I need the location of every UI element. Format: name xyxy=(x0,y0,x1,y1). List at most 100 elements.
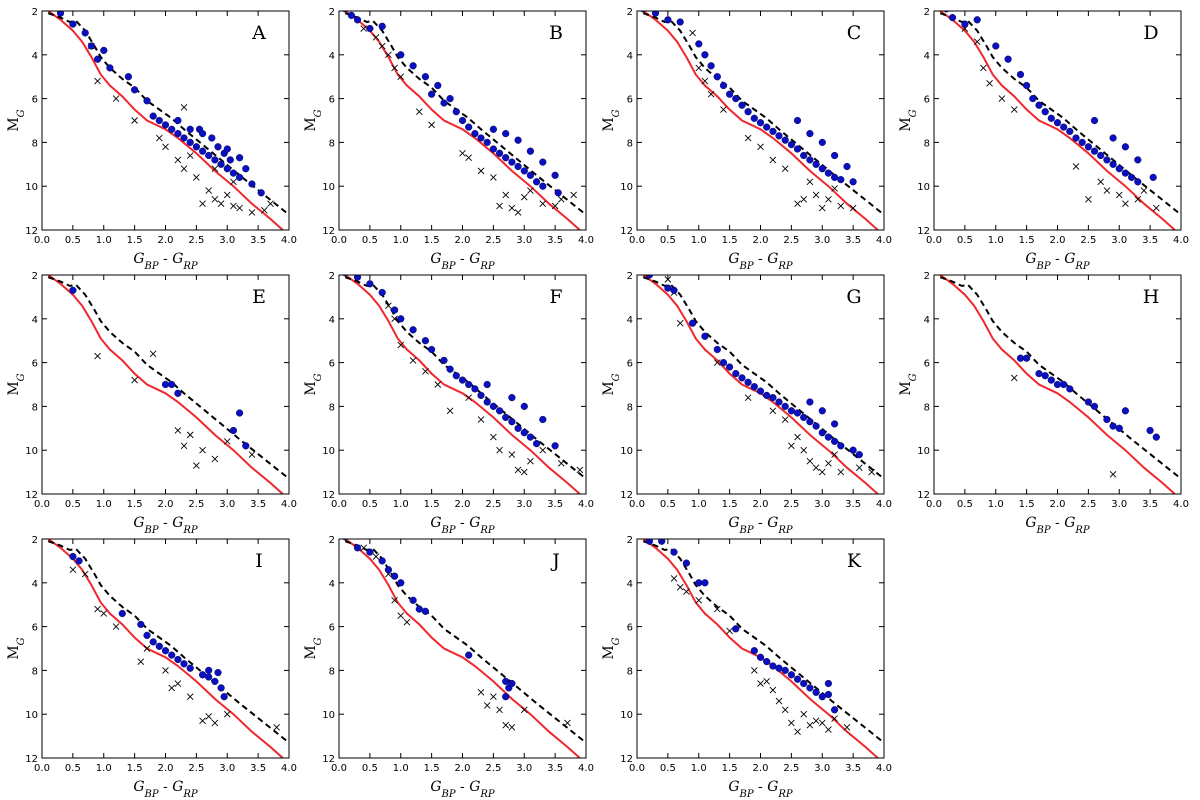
member-point xyxy=(725,363,734,371)
black-dashed-line xyxy=(47,12,289,216)
member-point xyxy=(1084,143,1093,151)
member-point xyxy=(526,171,535,179)
member-point xyxy=(763,123,771,131)
nonmember-cross xyxy=(769,407,777,415)
member-point xyxy=(750,114,758,122)
member-point xyxy=(211,156,219,164)
nonmember-cross xyxy=(557,196,565,203)
y-tick-label: 8 xyxy=(924,402,930,413)
member-point xyxy=(775,664,783,672)
member-point xyxy=(428,90,436,98)
member-point xyxy=(477,134,485,142)
y-axis-label: MG xyxy=(601,373,622,395)
nonmember-cross xyxy=(273,724,280,731)
member-point xyxy=(651,11,660,17)
member-point xyxy=(489,145,498,153)
member-point xyxy=(446,365,454,373)
x-axis-label: GBP - GRP xyxy=(728,779,793,800)
member-point xyxy=(489,125,498,133)
nonmember-cross xyxy=(1010,374,1018,382)
member-point xyxy=(220,693,228,701)
x-tick-label: 2.5 xyxy=(188,235,204,246)
nonmember-cross xyxy=(199,200,206,208)
member-point xyxy=(1072,134,1080,142)
nonmember-cross xyxy=(360,25,368,32)
member-point xyxy=(1121,143,1130,151)
member-point xyxy=(143,631,151,640)
member-point xyxy=(496,149,504,157)
member-point xyxy=(781,666,789,675)
x-tick-label: 3.0 xyxy=(516,499,532,510)
nonmember-cross xyxy=(477,416,485,423)
y-axis-label: MG xyxy=(6,109,27,131)
member-point xyxy=(781,136,789,144)
member-point xyxy=(1041,108,1049,116)
x-tick-label: 2.0 xyxy=(158,763,174,774)
x-tick-label: 3.5 xyxy=(547,235,563,246)
member-point xyxy=(992,42,1000,50)
y-tick-label: 6 xyxy=(32,623,38,634)
x-tick-label: 4.0 xyxy=(578,763,594,774)
x-tick-label: 3.5 xyxy=(845,235,861,246)
y-tick-label: 6 xyxy=(627,95,633,106)
x-tick-label: 3.5 xyxy=(845,763,861,774)
x-tick-label: 3.0 xyxy=(219,499,235,510)
member-point xyxy=(161,121,170,129)
member-point xyxy=(199,671,207,679)
nonmember-cross xyxy=(1115,191,1123,199)
member-point xyxy=(806,156,814,164)
nonmember-cross xyxy=(986,79,993,87)
x-tick-label: 0.5 xyxy=(660,235,676,246)
plot-area xyxy=(939,275,1181,494)
panel-d: 0.0 0.5 1.0 1.5 2.0 2.5 3.0 3.5 4.0 2 4 6 8 10 12 D GBP … xyxy=(898,7,1189,272)
member-point xyxy=(812,688,820,696)
member-point xyxy=(149,638,157,646)
member-point xyxy=(434,81,442,90)
member-point xyxy=(446,94,454,103)
plot-area xyxy=(640,11,884,230)
x-tick-label: 2.0 xyxy=(1050,499,1066,510)
member-point xyxy=(378,557,386,565)
y-tick-label: 6 xyxy=(329,359,335,370)
panel-label: J xyxy=(550,550,560,572)
x-tick-label: 3.0 xyxy=(516,763,532,774)
y-tick-label: 6 xyxy=(924,95,930,106)
panel-g: 0.0 0.5 1.0 1.5 2.0 2.5 3.0 3.5 4.0 2 4 6 8 10 12 G GBP … xyxy=(601,271,892,536)
member-point xyxy=(1109,160,1117,168)
x-tick-label: 2.5 xyxy=(1080,235,1096,246)
plot-area xyxy=(47,11,289,230)
nonmember-cross xyxy=(193,174,200,181)
y-tick-label: 10 xyxy=(25,710,38,721)
member-point xyxy=(465,123,473,131)
y-tick-label: 12 xyxy=(917,226,930,237)
x-tick-label: 3.5 xyxy=(250,763,266,774)
nonmember-cross xyxy=(508,451,516,458)
nonmember-cross xyxy=(94,605,101,613)
x-tick-label: 0.0 xyxy=(629,763,645,774)
member-point xyxy=(800,413,808,422)
panel-i: 0.0 0.5 1.0 1.5 2.0 2.5 3.0 3.5 4.0 2 4 6 8 10 12 I GBP … xyxy=(6,535,297,800)
y-tick-label: 12 xyxy=(917,490,930,501)
member-point xyxy=(1146,426,1154,435)
member-point xyxy=(502,677,510,686)
y-tick-label: 12 xyxy=(322,226,335,237)
member-point xyxy=(725,90,734,98)
member-point xyxy=(149,112,157,120)
member-point xyxy=(1016,354,1025,362)
member-point xyxy=(750,383,758,391)
x-tick-label: 0.0 xyxy=(629,235,645,246)
nonmember-cross xyxy=(211,196,219,203)
nonmember-cross xyxy=(788,719,795,727)
member-point xyxy=(483,138,491,147)
black-dashed-line xyxy=(939,12,1181,216)
member-point xyxy=(948,14,957,22)
x-axis-label: GBP - GRP xyxy=(1025,251,1090,272)
x-tick-label: 0.0 xyxy=(34,763,50,774)
member-point xyxy=(223,145,231,153)
member-point xyxy=(118,609,126,618)
member-point xyxy=(837,176,845,184)
y-axis-label: MG xyxy=(6,637,27,659)
red-solid-line xyxy=(642,275,879,494)
nonmember-cross xyxy=(422,368,429,375)
nonmember-cross xyxy=(689,29,696,37)
